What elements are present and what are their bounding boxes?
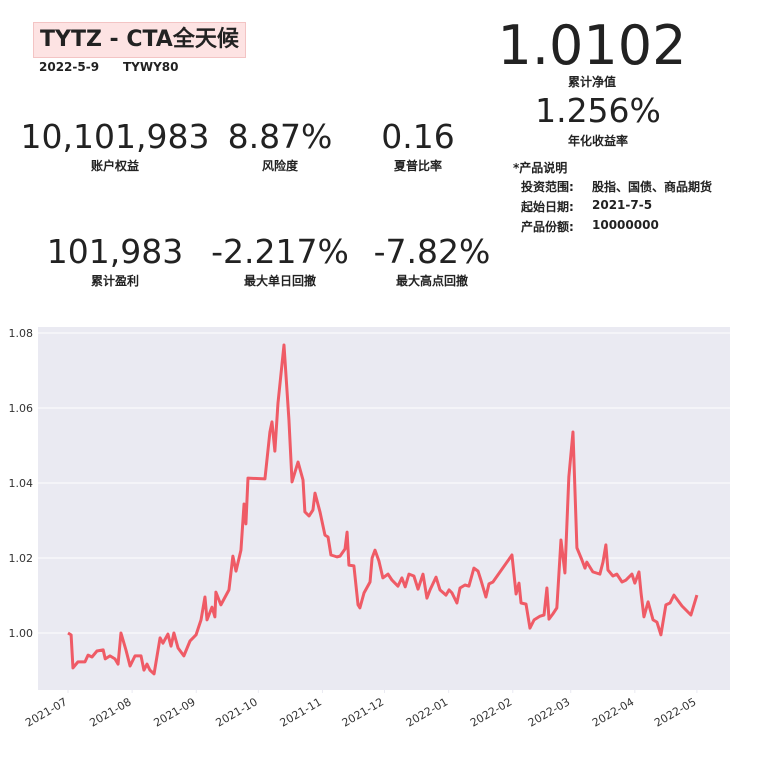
metric-value: 10,101,983 [20,117,210,156]
product-key: 投资范围: [521,180,574,194]
x-tick-label: 2021-08 [87,695,133,729]
title: TYTZ - CTA全天候 [33,22,246,58]
product-value: 股指、国债、商品期货 [592,180,713,194]
metric-value: 8.87% [227,117,333,156]
x-tick-label: 2022-01 [404,695,450,729]
y-tick-label: 1.02 [9,552,34,565]
metric-value: -2.217% [211,232,349,271]
annual-label: 年化收益率 [567,134,629,148]
metric-value: -7.82% [373,232,491,271]
x-tick-label: 2022-03 [526,695,572,729]
nav-label: 累计净值 [567,75,617,89]
y-tick-label: 1.04 [9,477,34,490]
metric-label: 累计盈利 [90,274,140,288]
annual-value: 1.256% [535,91,661,130]
x-tick-label: 2022-04 [590,695,636,729]
metric-value: 101,983 [46,232,184,271]
metric-label: 最大单日回撤 [243,274,317,288]
product-value: 10000000 [592,218,659,232]
y-tick-label: 1.06 [9,402,34,415]
date: 2022-5-9 [39,60,100,74]
nav-value: 1.0102 [497,14,687,77]
x-tick-label: 2022-02 [468,695,514,729]
x-tick-label: 2021-07 [23,695,69,729]
x-tick-label: 2022-05 [652,695,698,729]
metric-label: 最大高点回撤 [395,274,469,288]
plot-area [38,327,730,690]
y-tick-label: 1.08 [9,327,34,340]
series-line [67,343,699,676]
x-tick-label: 2021-11 [278,695,324,729]
metric-value: 0.16 [381,117,455,156]
y-tick-label: 1.00 [9,627,34,640]
x-tick-label: 2021-09 [151,695,197,729]
metric-label: 夏普比率 [393,159,443,173]
x-tick-label: 2021-12 [340,695,386,729]
product-title: *产品说明 [513,161,568,175]
product-key: 产品份额: [521,220,574,234]
code: TYWY80 [123,60,179,74]
product-value: 2021-7-5 [592,198,653,212]
metric-label: 账户权益 [90,159,140,173]
product-key: 起始日期: [521,200,574,214]
metric-label: 风险度 [261,159,299,173]
x-tick-label: 2021-10 [214,695,260,729]
